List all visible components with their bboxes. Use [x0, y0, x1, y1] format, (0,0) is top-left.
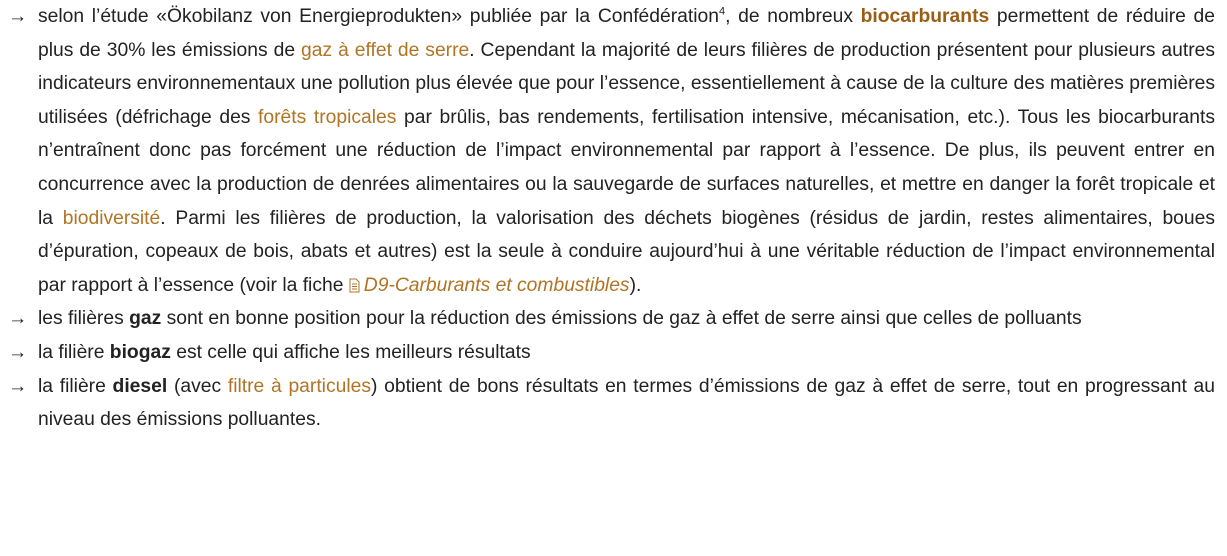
text-run: sont en bonne position pour la réduction…: [161, 308, 1082, 330]
text-run: selon l’étude «Ökobilanz von Energieprod…: [38, 6, 719, 27]
glossary-link[interactable]: biodiversité: [62, 207, 161, 229]
document: → selon l’étude «Ökobilanz von Energiepro…: [8, 0, 1215, 437]
text-run: la filière: [38, 341, 110, 363]
doc-reference[interactable]: D9-Carburants et combustibles: [349, 275, 630, 296]
bullet-item: → la filière biogaz est celle qui affiche…: [8, 336, 1215, 370]
bold-term: diesel: [112, 375, 168, 397]
glossary-link[interactable]: forêts tropicales: [258, 106, 397, 128]
arrow-marker: →: [8, 341, 28, 363]
doc-icon: [349, 278, 360, 293]
glossary-link[interactable]: gaz à effet de serre: [301, 39, 470, 61]
arrow-marker: →: [8, 6, 28, 27]
bullet-item: → selon l’étude «Ökobilanz von Energiepro…: [8, 0, 1215, 302]
text-run: est celle qui affiche les meilleurs résu…: [170, 341, 531, 363]
doc-title: D9-Carburants et combustibles: [363, 274, 630, 296]
text-run: la filière: [38, 375, 113, 397]
text-run: permettent de réduire de plus de 30% les…: [38, 6, 1215, 61]
footnote-ref: 4: [718, 5, 726, 18]
bold-term: biocarburants: [860, 6, 990, 27]
bold-term: biogaz: [109, 341, 171, 363]
text-run: par brûlis, bas rendements, fertilisatio…: [38, 106, 1215, 229]
text-run: . Parmi les filières de production, la v…: [38, 207, 1215, 296]
arrow-marker: →: [8, 375, 28, 397]
text-run: les filières: [38, 308, 130, 330]
bold-term: gaz: [129, 308, 162, 330]
text-run: ) obtient de bons résultats en termes d’…: [38, 375, 1215, 431]
text-run: (avec: [167, 375, 228, 397]
text-run: . Cependant la majorité de leurs filière…: [38, 39, 1215, 128]
arrow-marker: →: [8, 308, 28, 330]
bullet-item: → la filière diesel (avec filtre à partic…: [8, 370, 1215, 437]
doc-icon-shape: [349, 278, 360, 293]
text-run: , de nombreux: [725, 6, 861, 27]
bullet-item: → les filières gaz sont en bonne position…: [8, 302, 1215, 336]
text-run: ).: [629, 274, 642, 296]
glossary-link[interactable]: filtre à particules: [227, 375, 371, 397]
